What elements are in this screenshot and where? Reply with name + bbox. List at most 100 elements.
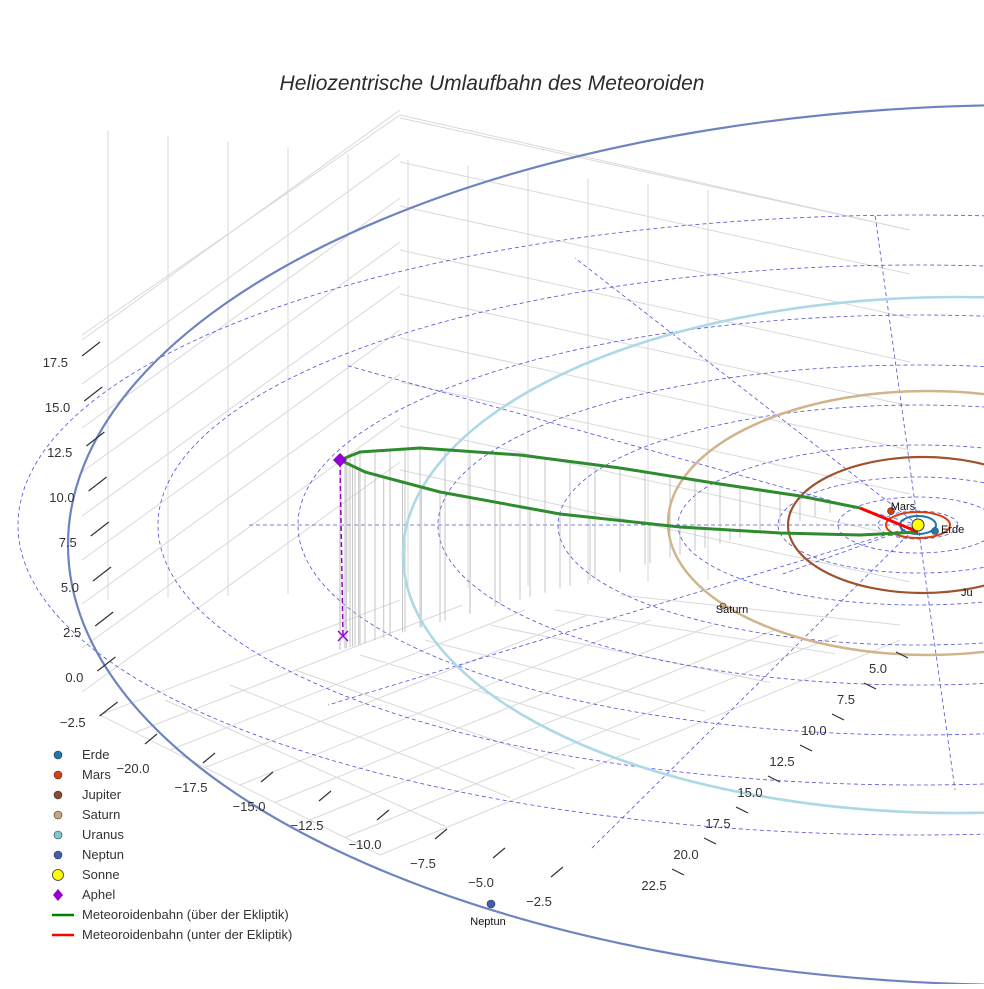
legend-item[interactable]: Saturn xyxy=(52,805,352,825)
legend-item[interactable]: Erde xyxy=(52,745,352,765)
legend-label: Sonne xyxy=(82,867,120,882)
legend-item[interactable]: Uranus xyxy=(52,825,352,845)
x-tick-label: −20.0 xyxy=(117,761,150,776)
z-tick-mark xyxy=(81,341,101,357)
ecliptic-grid xyxy=(17,214,984,851)
orbit-drop-lines xyxy=(339,448,846,650)
z-tick-label: 7.5 xyxy=(59,535,77,550)
ecliptic-ray xyxy=(574,257,919,526)
ecliptic-ray xyxy=(874,214,919,526)
legend-symbol xyxy=(52,933,74,937)
z-tick-mark xyxy=(90,521,110,537)
z-axis: 17.5 15.0 12.5 10.0 7.5 5.0 2.5 0.0 −2.5 xyxy=(43,341,118,730)
x-tick-mark xyxy=(202,752,216,764)
y-tick-label: 20.0 xyxy=(673,847,698,862)
z-tick-mark xyxy=(83,386,103,402)
z-tick-label: 12.5 xyxy=(47,445,72,460)
legend-item[interactable]: Jupiter xyxy=(52,785,352,805)
back-wall-grid xyxy=(81,109,911,693)
erde-marker xyxy=(931,527,939,535)
y-tick-label: 15.0 xyxy=(737,785,762,800)
planet-orbits xyxy=(67,104,984,986)
floor-grid-line xyxy=(424,639,706,712)
y-axis: 5.0 7.5 10.0 12.5 15.0 17.5 20.0 22.5 xyxy=(641,651,909,893)
floor-grid-line xyxy=(619,594,901,626)
legend-label: Meteoroidenbahn (über der Ekliptik) xyxy=(82,907,289,922)
back-grid-h xyxy=(81,241,401,473)
ecliptic-ray xyxy=(917,524,956,791)
z-tick-label: 0.0 xyxy=(65,670,83,685)
back-grid-h xyxy=(81,153,401,385)
planet-label: Erde xyxy=(941,524,964,536)
z-tick-label: −2.5 xyxy=(60,715,86,730)
y-tick-label: 12.5 xyxy=(769,754,794,769)
y-tick-mark xyxy=(799,744,813,752)
y-tick-label: 22.5 xyxy=(641,878,666,893)
legend-item[interactable]: Meteoroidenbahn (unter der Ekliptik) xyxy=(52,925,352,945)
x-tick-label: −12.5 xyxy=(291,818,324,833)
x-tick-mark xyxy=(376,809,390,821)
legend-item[interactable]: Aphel xyxy=(52,885,352,905)
z-tick-label: 15.0 xyxy=(45,400,70,415)
x-tick-label: −15.0 xyxy=(233,799,266,814)
z-tick-mark xyxy=(97,656,116,672)
floor-grid-line xyxy=(489,624,771,683)
legend-item[interactable]: Mars xyxy=(52,765,352,785)
back-grid-h xyxy=(81,373,401,605)
legend-item[interactable]: Neptun xyxy=(52,845,352,865)
legend-symbol xyxy=(53,790,63,800)
orbit-neptun xyxy=(67,104,984,986)
legend-dot xyxy=(53,750,63,760)
back-grid-h2 xyxy=(399,249,911,363)
legend-label: Meteoroidenbahn (unter der Ekliptik) xyxy=(82,927,293,942)
legend-label: Erde xyxy=(82,747,110,762)
x-tick-mark xyxy=(318,790,332,802)
x-tick-label: −2.5 xyxy=(526,894,552,909)
meteoroid-orbit xyxy=(339,446,919,537)
legend-label: Saturn xyxy=(82,807,121,822)
ecliptic-circle xyxy=(437,364,984,686)
legend-dot xyxy=(53,790,63,800)
x-tick-label: −17.5 xyxy=(175,780,208,795)
planet-labels: Mars Erde Ju Saturn Neptun xyxy=(470,501,972,928)
aphel-marker xyxy=(333,453,347,467)
x-tick-label: −7.5 xyxy=(410,856,436,871)
ecliptic-ray xyxy=(327,524,919,706)
legend-item[interactable]: Meteoroidenbahn (über der Ekliptik) xyxy=(52,905,352,925)
back-grid-h xyxy=(81,329,401,561)
ecliptic-ray xyxy=(589,524,919,851)
ecliptic-ray xyxy=(344,364,919,526)
floor-grid-line xyxy=(164,699,446,827)
floor-grid-line xyxy=(169,609,526,751)
floor-grid-line xyxy=(239,619,651,786)
legend-symbol xyxy=(53,850,63,860)
aphel-projection xyxy=(339,461,344,637)
legend-symbol xyxy=(53,770,63,780)
orbit-uranus xyxy=(401,295,984,815)
x-tick-mark xyxy=(492,847,506,859)
orbit-mars xyxy=(885,511,951,539)
legend-dot xyxy=(52,869,64,881)
z-tick-mark xyxy=(86,431,105,447)
legend-dot xyxy=(53,770,63,780)
back-grid-h xyxy=(81,197,401,429)
floor-grid-line xyxy=(294,669,576,770)
x-tick-label: −5.0 xyxy=(468,875,494,890)
z-tick-mark xyxy=(92,566,112,582)
floor-grid-line xyxy=(229,684,511,798)
legend-item[interactable]: Sonne xyxy=(52,865,352,885)
ecliptic-circle xyxy=(157,264,984,786)
y-tick-label: 17.5 xyxy=(705,816,730,831)
floor-grid-line xyxy=(134,604,463,733)
z-tick-mark xyxy=(99,701,118,717)
neptun-marker xyxy=(486,899,496,909)
y-tick-label: 5.0 xyxy=(869,661,887,676)
x-axis: −20.0 −17.5 −15.0 −12.5 −10.0 −7.5 −5.0 −2.5 xyxy=(117,733,564,909)
legend-dot xyxy=(53,830,63,840)
legend-symbol xyxy=(53,810,63,820)
z-tick-label: 2.5 xyxy=(63,625,81,640)
legend-symbol xyxy=(52,869,64,881)
back-grid-h2 xyxy=(399,381,911,495)
